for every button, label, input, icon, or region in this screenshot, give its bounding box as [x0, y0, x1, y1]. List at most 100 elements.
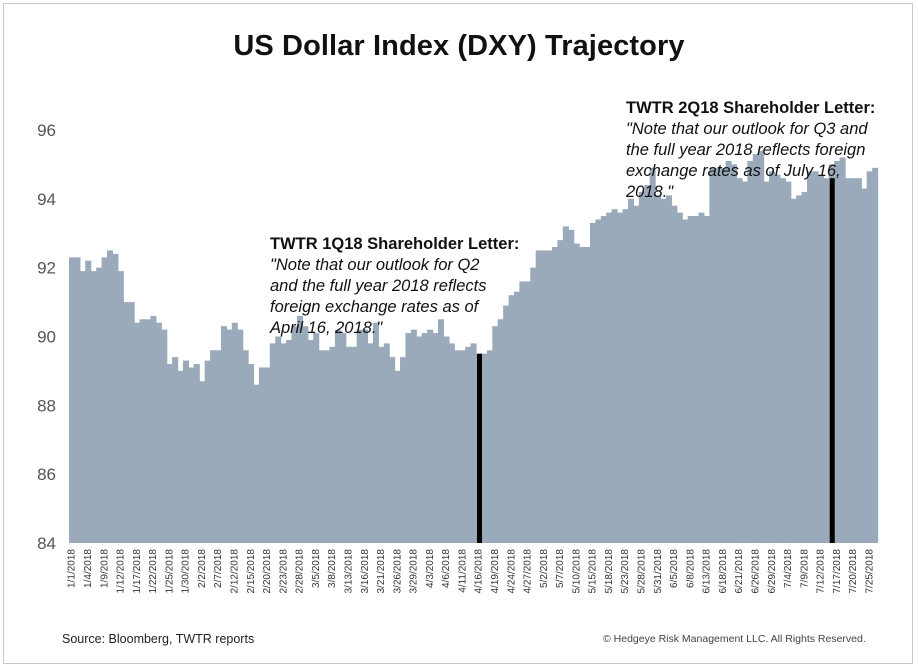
area-bar [747, 160, 754, 544]
area-bar [660, 198, 667, 543]
area-bar [454, 350, 461, 543]
area-bar [872, 167, 879, 544]
area-bar [568, 229, 575, 543]
x-tick-label: 4/16/2018 [474, 549, 485, 594]
area-bar [155, 322, 162, 543]
area-bar [253, 384, 260, 543]
area-bar [150, 315, 157, 543]
y-tick-label: 90 [37, 328, 56, 347]
area-bar [519, 281, 526, 543]
area-bar [497, 319, 504, 543]
x-tick-label: 1/17/2018 [132, 549, 143, 594]
area-bar [101, 257, 108, 543]
area-bar [698, 212, 705, 543]
area-bar [144, 319, 151, 543]
annotation-1q18-line: April 16, 2018." [270, 319, 383, 337]
area-bar [280, 343, 287, 543]
annotation-marker-bar [477, 353, 482, 543]
area-bar [823, 178, 830, 543]
x-tick-label: 4/11/2018 [457, 549, 468, 593]
area-bar [367, 343, 374, 543]
area-bar [161, 329, 168, 543]
x-tick-label: 6/21/2018 [734, 549, 745, 594]
x-tick-label: 3/5/2018 [311, 549, 322, 588]
area-bar [318, 350, 325, 543]
x-tick-label: 2/28/2018 [295, 549, 306, 594]
area-bar [112, 253, 119, 543]
area-bar [421, 333, 428, 543]
area-bar [861, 188, 868, 543]
x-tick-label: 3/21/2018 [376, 549, 387, 594]
x-tick-label: 1/12/2018 [116, 549, 127, 594]
area-bar [866, 171, 873, 544]
y-axis: 84 86 88 90 92 94 96 [37, 121, 56, 553]
x-tick-label: 1/9/2018 [99, 549, 110, 588]
area-bar [774, 174, 781, 544]
area-bar [264, 367, 271, 543]
area-bar [231, 322, 238, 543]
area-bar [237, 329, 244, 543]
area-bar [210, 350, 217, 543]
annotation-1q18-line: foreign exchange rates as of [270, 298, 479, 316]
area-bar [671, 205, 678, 543]
area-bar [850, 178, 857, 543]
annotation-markers [477, 178, 835, 543]
area-bar [758, 150, 765, 543]
area-bar [611, 209, 618, 543]
x-tick-label: 7/9/2018 [799, 549, 810, 588]
area-bar [182, 360, 189, 543]
x-tick-label: 6/18/2018 [718, 549, 729, 594]
area-bar [508, 295, 515, 543]
x-tick-label: 3/13/2018 [343, 549, 354, 594]
y-tick-label: 88 [37, 396, 56, 415]
area-bar [486, 350, 493, 543]
area-bar [579, 247, 586, 543]
x-tick-label: 2/7/2018 [213, 549, 224, 588]
annotation-2q18-title: TWTR 2Q18 Shareholder Letter: [626, 99, 876, 117]
area-bar [275, 336, 282, 543]
area-bar [340, 333, 347, 543]
annotation-1q18: TWTR 1Q18 Shareholder Letter: "Note that… [270, 234, 550, 339]
area-bar [220, 326, 227, 543]
area-bar [128, 302, 135, 543]
area-bar [123, 302, 130, 543]
y-tick-label: 84 [37, 534, 56, 553]
area-bar [769, 171, 776, 544]
area-bar [405, 333, 412, 543]
x-axis: 1/1/2018 1/4/2018 1/9/2018 1/12/2018 1/17/20… [67, 549, 876, 594]
area-bar [166, 364, 173, 543]
area-bar [524, 281, 531, 543]
area-bar [307, 339, 314, 543]
annotation-1q18-line: "Note that our outlook for Q2 [270, 256, 480, 274]
x-tick-label: 6/13/2018 [702, 549, 713, 594]
area-bar [709, 167, 716, 544]
area-bar [693, 216, 700, 544]
x-tick-label: 5/2/2018 [539, 549, 550, 588]
annotation-2q18-line: 2018." [626, 183, 674, 201]
area-bar [193, 364, 200, 543]
area-bar [215, 350, 222, 543]
area-bar [383, 343, 390, 543]
x-tick-label: 6/5/2018 [669, 549, 680, 588]
annotation-2q18-line: exchange rates as of July 16, [626, 162, 841, 180]
area-bar [286, 339, 293, 543]
area-bar [465, 346, 472, 543]
area-bar [356, 329, 363, 543]
x-tick-label: 5/10/2018 [571, 549, 582, 594]
area-bar [638, 191, 645, 543]
x-tick-label: 1/22/2018 [148, 549, 159, 594]
area-bar [530, 267, 537, 543]
area-bar [400, 357, 407, 543]
area-bar [573, 243, 580, 543]
area-bar [74, 257, 81, 543]
annotation-marker-bar [829, 178, 835, 543]
x-tick-label: 6/26/2018 [750, 549, 761, 594]
area-bar [595, 219, 602, 544]
area-bar [69, 257, 76, 543]
area-bar [106, 250, 114, 543]
area-bar [226, 329, 233, 543]
x-tick-label: 4/6/2018 [441, 549, 452, 588]
area-bar [448, 343, 455, 543]
area-bar [584, 247, 591, 543]
area-bar [492, 326, 499, 543]
